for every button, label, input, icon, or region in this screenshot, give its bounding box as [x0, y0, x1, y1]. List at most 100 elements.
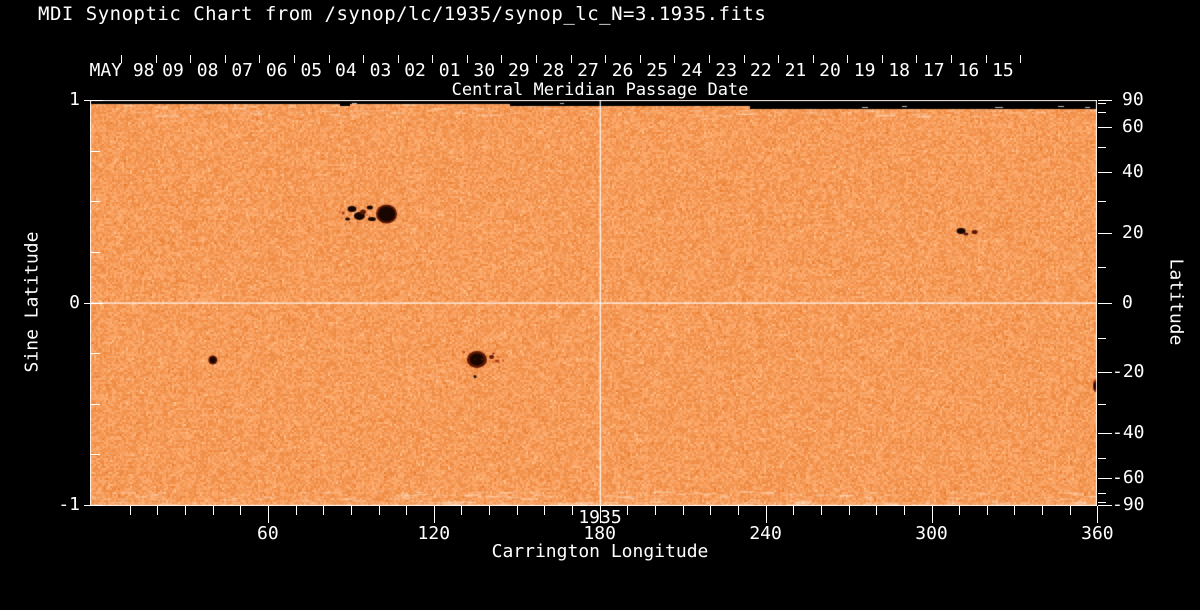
left-axis-minor-tick	[91, 454, 100, 456]
bottom-axis-minor-tick	[572, 506, 574, 515]
bottom-axis-minor-tick	[406, 506, 408, 515]
top-axis-tick	[155, 55, 157, 63]
right-tick-label: 60	[1122, 116, 1144, 138]
right-axis-minor-tick	[1098, 457, 1106, 459]
cmp-date-label: 06	[265, 60, 288, 81]
right-axis-major-tick	[1098, 100, 1112, 101]
cmp-date-label: 24	[680, 60, 703, 81]
bottom-axis-minor-tick	[1042, 506, 1044, 515]
bottom-axis-minor-tick	[710, 506, 712, 515]
cmp-date-label: 20	[819, 60, 841, 81]
bottom-axis-major-tick	[267, 506, 269, 523]
bottom-axis-minor-tick	[461, 506, 463, 515]
bottom-axis-minor-tick	[959, 506, 961, 515]
synoptic-map-canvas	[90, 100, 1097, 506]
cmp-date-label: 19	[853, 60, 876, 81]
right-tick-label: -20	[1112, 360, 1145, 382]
right-axis-major-tick	[1098, 477, 1112, 479]
cmp-date-label: 03	[369, 60, 392, 81]
right-axis-major-tick	[1098, 302, 1112, 304]
bottom-axis-minor-tick	[682, 506, 684, 515]
bottom-axis-minor-tick	[184, 506, 186, 515]
cmp-date-label: 23	[715, 60, 738, 81]
bottom-axis-minor-tick	[350, 506, 352, 515]
right-tick-label: 0	[1122, 291, 1133, 313]
top-axis-tick	[985, 55, 987, 63]
bottom-axis-minor-tick	[489, 506, 491, 515]
bottom-axis-minor-tick	[848, 506, 850, 515]
left-tick-label: 0	[69, 291, 80, 313]
cmp-date-label: 04	[335, 60, 357, 81]
bottom-tick-label: 300	[915, 523, 948, 544]
bottom-axis-minor-tick	[516, 506, 518, 515]
bottom-axis-minor-tick	[157, 506, 159, 515]
top-axis-tick	[1020, 55, 1022, 63]
top-axis-tick	[363, 55, 365, 63]
bottom-axis-minor-tick	[737, 506, 739, 515]
top-axis-tick	[224, 55, 226, 63]
bottom-tick-label: 240	[749, 523, 782, 544]
right-axis-major-tick	[1098, 172, 1112, 174]
left-axis-minor-tick	[91, 353, 100, 355]
top-axis-tick	[605, 55, 607, 63]
top-axis-tick	[639, 55, 641, 63]
right-axis-major-tick	[1098, 127, 1112, 129]
top-axis-tick	[397, 55, 399, 63]
top-axis-tick	[916, 55, 918, 63]
right-tick-label: -60	[1112, 466, 1145, 488]
top-axis-tick	[674, 55, 676, 63]
cmp-date-label: 29	[507, 60, 530, 81]
cmp-date-label: 30	[473, 60, 496, 81]
top-axis-tick	[466, 55, 468, 63]
chart-title: MDI Synoptic Chart from /synop/lc/1935/s…	[38, 3, 767, 25]
top-axis-tick	[328, 55, 330, 63]
bottom-axis-minor-tick	[129, 506, 131, 515]
left-axis-minor-tick	[91, 251, 100, 253]
bottom-axis-minor-tick	[295, 506, 297, 515]
left-tick-label: -1	[58, 494, 80, 515]
cmp-date-label: 18	[888, 60, 911, 81]
bottom-tick-label: 360	[1081, 523, 1114, 544]
top-axis-tick	[812, 55, 814, 63]
top-axis-tick	[501, 55, 503, 63]
cmp-date-label: 07	[231, 60, 253, 81]
right-axis-minor-tick	[1098, 103, 1106, 105]
cmp-date-label: 15	[992, 60, 1014, 81]
top-axis-tick	[847, 55, 849, 63]
bottom-axis-minor-tick	[986, 506, 988, 515]
right-tick-label: -40	[1112, 421, 1145, 443]
cmp-date-label: 02	[404, 60, 426, 81]
bottom-axis-minor-tick	[903, 506, 905, 515]
left-tick-label: 1	[69, 89, 80, 110]
top-axis-tick	[294, 55, 295, 63]
cmp-date-label: 09	[162, 60, 184, 81]
right-axis-minor-tick	[1098, 267, 1106, 269]
left-axis-minor-tick	[91, 201, 100, 203]
right-axis-minor-tick	[1098, 147, 1106, 149]
bottom-axis-major-tick	[765, 506, 767, 523]
bottom-axis-minor-tick	[627, 506, 629, 515]
cmp-date-label: 26	[611, 60, 634, 81]
right-tick-label: -90	[1112, 494, 1145, 515]
cmp-date-label: 01	[438, 60, 461, 81]
top-axis-tick	[881, 55, 883, 63]
right-axis-minor-tick	[1098, 201, 1106, 203]
right-axis-minor-tick	[1098, 337, 1106, 339]
top-axis-tick	[778, 55, 780, 63]
right-tick-label: 40	[1122, 161, 1144, 183]
bottom-axis-minor-tick	[323, 506, 325, 515]
bottom-axis-major-tick	[433, 506, 435, 523]
cmp-date-label: 22	[750, 60, 772, 81]
cmp-date-label: 27	[577, 60, 599, 81]
right-axis-major-tick	[1098, 233, 1112, 235]
top-axis-tick	[432, 55, 434, 63]
right-axis-major-tick	[1098, 432, 1112, 434]
right-axis-minor-tick	[1098, 403, 1106, 405]
bottom-tick-label: 120	[417, 523, 451, 544]
left-axis-minor-tick	[91, 403, 100, 405]
bottom-axis-minor-tick	[240, 506, 242, 515]
right-tick-label: 20	[1122, 222, 1144, 244]
left-axis-minor-tick	[91, 150, 100, 152]
left-axis-major-tick	[84, 100, 103, 101]
